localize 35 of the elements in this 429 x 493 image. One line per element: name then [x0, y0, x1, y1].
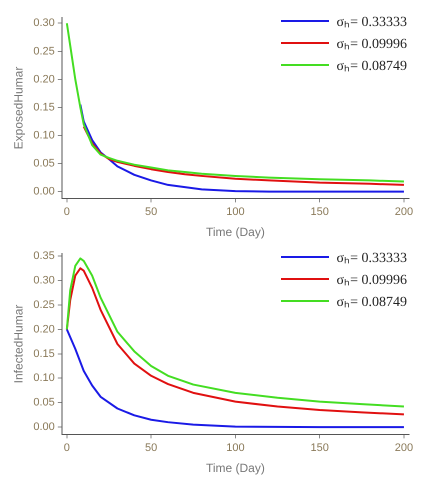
legend-label: σₕ= 0.33333 [336, 250, 407, 267]
y-tick-label: 0.25 [33, 298, 55, 311]
legend-label: σₕ= 0.08749 [336, 58, 407, 75]
y-tick-label: 0.00 [33, 186, 55, 198]
x-tick-label: 150 [310, 442, 329, 454]
y-tick-label: 0.30 [33, 17, 55, 30]
x-axis-title: Time (Day) [206, 461, 265, 476]
x-tick-label: 50 [145, 206, 158, 218]
y-tick-label: 0.30 [33, 274, 55, 287]
y-tick-label: 0.15 [33, 348, 55, 360]
y-tick-label: 0.35 [33, 250, 55, 262]
x-tick-label: 100 [226, 442, 245, 454]
y-tick-label: 0.25 [33, 45, 55, 58]
x-tick-label: 200 [394, 206, 414, 218]
x-tick-label: 0 [64, 206, 70, 218]
legend-label: σₕ= 0.08749 [336, 294, 407, 311]
x-tick-label: 100 [226, 206, 245, 218]
y-tick-label: 0.10 [33, 372, 55, 384]
x-axis-title: Time (Day) [206, 225, 265, 240]
x-tick-label: 0 [64, 442, 70, 454]
y-tick-label: 0.00 [33, 421, 55, 434]
x-tick-label: 200 [394, 442, 414, 454]
y-tick-label: 0.20 [33, 73, 55, 86]
y-axis-title: ExposedHumar [12, 66, 26, 150]
x-tick-label: 50 [145, 442, 158, 454]
y-tick-label: 0.20 [33, 323, 55, 336]
y-tick-label: 0.05 [33, 158, 55, 170]
legend-label: σₕ= 0.09996 [336, 272, 407, 289]
y-tick-label: 0.10 [33, 130, 55, 142]
y-tick-label: 0.15 [33, 101, 55, 114]
y-axis-title: InfectedHumar [12, 304, 26, 384]
x-tick-label: 150 [310, 206, 329, 218]
legend-label: σₕ= 0.33333 [336, 14, 407, 31]
legend-label: σₕ= 0.09996 [336, 36, 407, 53]
y-tick-label: 0.05 [33, 396, 55, 409]
